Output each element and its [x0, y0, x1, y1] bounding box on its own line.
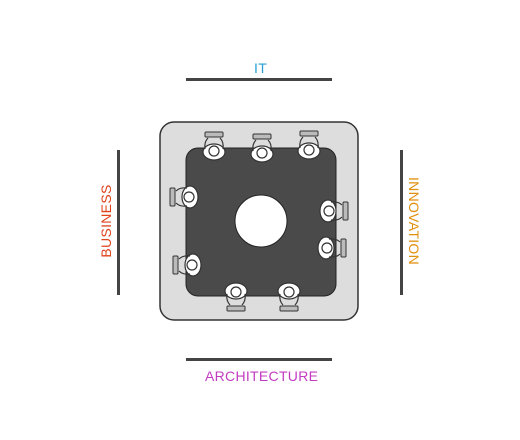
seat-bottom-1: [224, 282, 248, 312]
seat-right-2: [317, 236, 347, 260]
divider-right: [400, 150, 403, 295]
divider-bottom: [186, 358, 332, 361]
table-center-hole: [234, 194, 288, 248]
seat-top-1: [202, 131, 226, 161]
seat-left-1: [169, 185, 199, 209]
label-it: IT: [254, 60, 268, 76]
label-architecture: ARCHITECTURE: [205, 368, 319, 384]
seat-top-2: [250, 133, 274, 163]
seat-top-3: [297, 130, 321, 160]
seat-right-1: [319, 199, 349, 223]
seat-bottom-2: [277, 282, 301, 312]
divider-top: [186, 78, 332, 81]
divider-left: [117, 150, 120, 295]
seat-left-2: [172, 253, 202, 277]
